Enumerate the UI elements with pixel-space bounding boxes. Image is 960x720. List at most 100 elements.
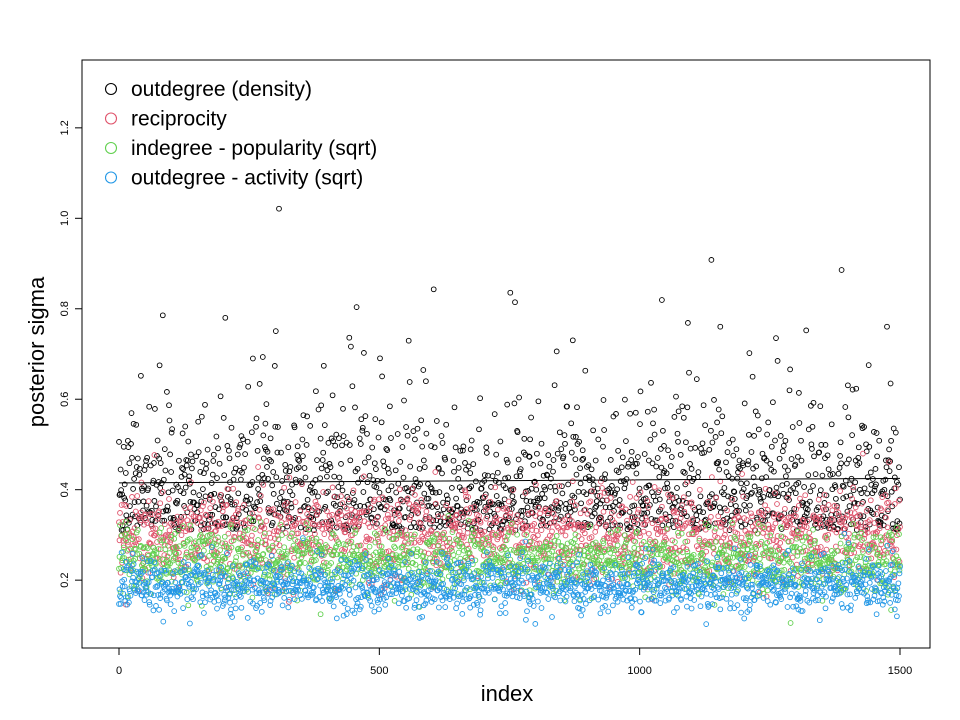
point — [700, 402, 707, 409]
point — [255, 486, 261, 492]
point — [151, 460, 157, 466]
point — [573, 434, 579, 440]
point — [870, 511, 877, 517]
point — [266, 457, 273, 463]
point — [407, 524, 414, 531]
point — [702, 422, 708, 429]
point — [523, 523, 529, 530]
point — [590, 427, 596, 434]
point — [346, 591, 353, 598]
point — [717, 509, 724, 516]
point — [762, 502, 768, 509]
point — [468, 437, 475, 444]
point — [141, 483, 147, 490]
point — [236, 444, 243, 451]
point — [244, 497, 251, 504]
point — [579, 447, 586, 454]
point — [395, 480, 402, 487]
point — [788, 538, 795, 544]
point — [465, 494, 471, 500]
point — [572, 456, 579, 463]
point — [515, 456, 522, 463]
point — [353, 503, 359, 510]
point — [283, 520, 290, 527]
point — [685, 320, 691, 326]
point — [464, 530, 471, 536]
point — [418, 497, 425, 503]
point — [821, 523, 827, 530]
point — [227, 599, 233, 606]
point — [775, 493, 781, 500]
point — [338, 512, 345, 518]
point — [733, 446, 740, 453]
point — [708, 427, 714, 434]
point — [276, 505, 283, 512]
point — [756, 555, 763, 562]
point — [336, 474, 343, 481]
point — [425, 481, 431, 487]
point — [485, 551, 491, 558]
point — [260, 432, 267, 439]
point — [776, 455, 783, 462]
point — [373, 466, 379, 472]
point — [406, 379, 413, 385]
point — [849, 386, 856, 393]
point — [731, 496, 738, 502]
point — [603, 534, 610, 540]
point — [873, 430, 880, 436]
point — [312, 531, 318, 537]
point — [559, 490, 566, 497]
point — [686, 369, 692, 376]
point — [736, 457, 743, 464]
point — [821, 491, 828, 498]
point — [423, 378, 429, 385]
point — [573, 502, 579, 509]
point — [162, 467, 169, 474]
point — [210, 451, 217, 458]
point — [729, 475, 736, 482]
point — [190, 517, 196, 524]
point — [771, 514, 777, 520]
point — [122, 519, 129, 525]
point — [300, 453, 306, 459]
point — [801, 484, 807, 490]
point — [380, 458, 387, 465]
point — [382, 516, 389, 522]
point — [754, 412, 761, 419]
point — [452, 444, 459, 451]
point — [577, 480, 584, 487]
point — [585, 462, 592, 468]
point — [835, 470, 842, 477]
point — [717, 524, 724, 530]
point — [860, 513, 867, 520]
point — [370, 506, 377, 513]
point — [460, 443, 467, 450]
point — [301, 504, 307, 510]
point — [371, 608, 378, 615]
point — [734, 530, 741, 537]
point — [628, 448, 635, 455]
point — [461, 534, 467, 541]
point — [745, 461, 751, 468]
point — [527, 498, 534, 505]
point — [706, 446, 713, 453]
point — [292, 522, 298, 528]
point — [442, 456, 449, 463]
point — [444, 496, 451, 503]
point — [284, 508, 291, 515]
point — [795, 453, 801, 460]
point — [840, 483, 847, 490]
point — [166, 527, 173, 534]
point — [221, 533, 228, 540]
point — [468, 483, 475, 490]
point — [302, 474, 309, 481]
point — [373, 484, 380, 491]
point — [330, 438, 336, 444]
point — [749, 489, 755, 496]
point — [628, 457, 635, 463]
point — [437, 524, 443, 530]
point — [399, 444, 406, 450]
point — [864, 474, 871, 481]
point — [856, 460, 863, 466]
point — [167, 451, 173, 458]
